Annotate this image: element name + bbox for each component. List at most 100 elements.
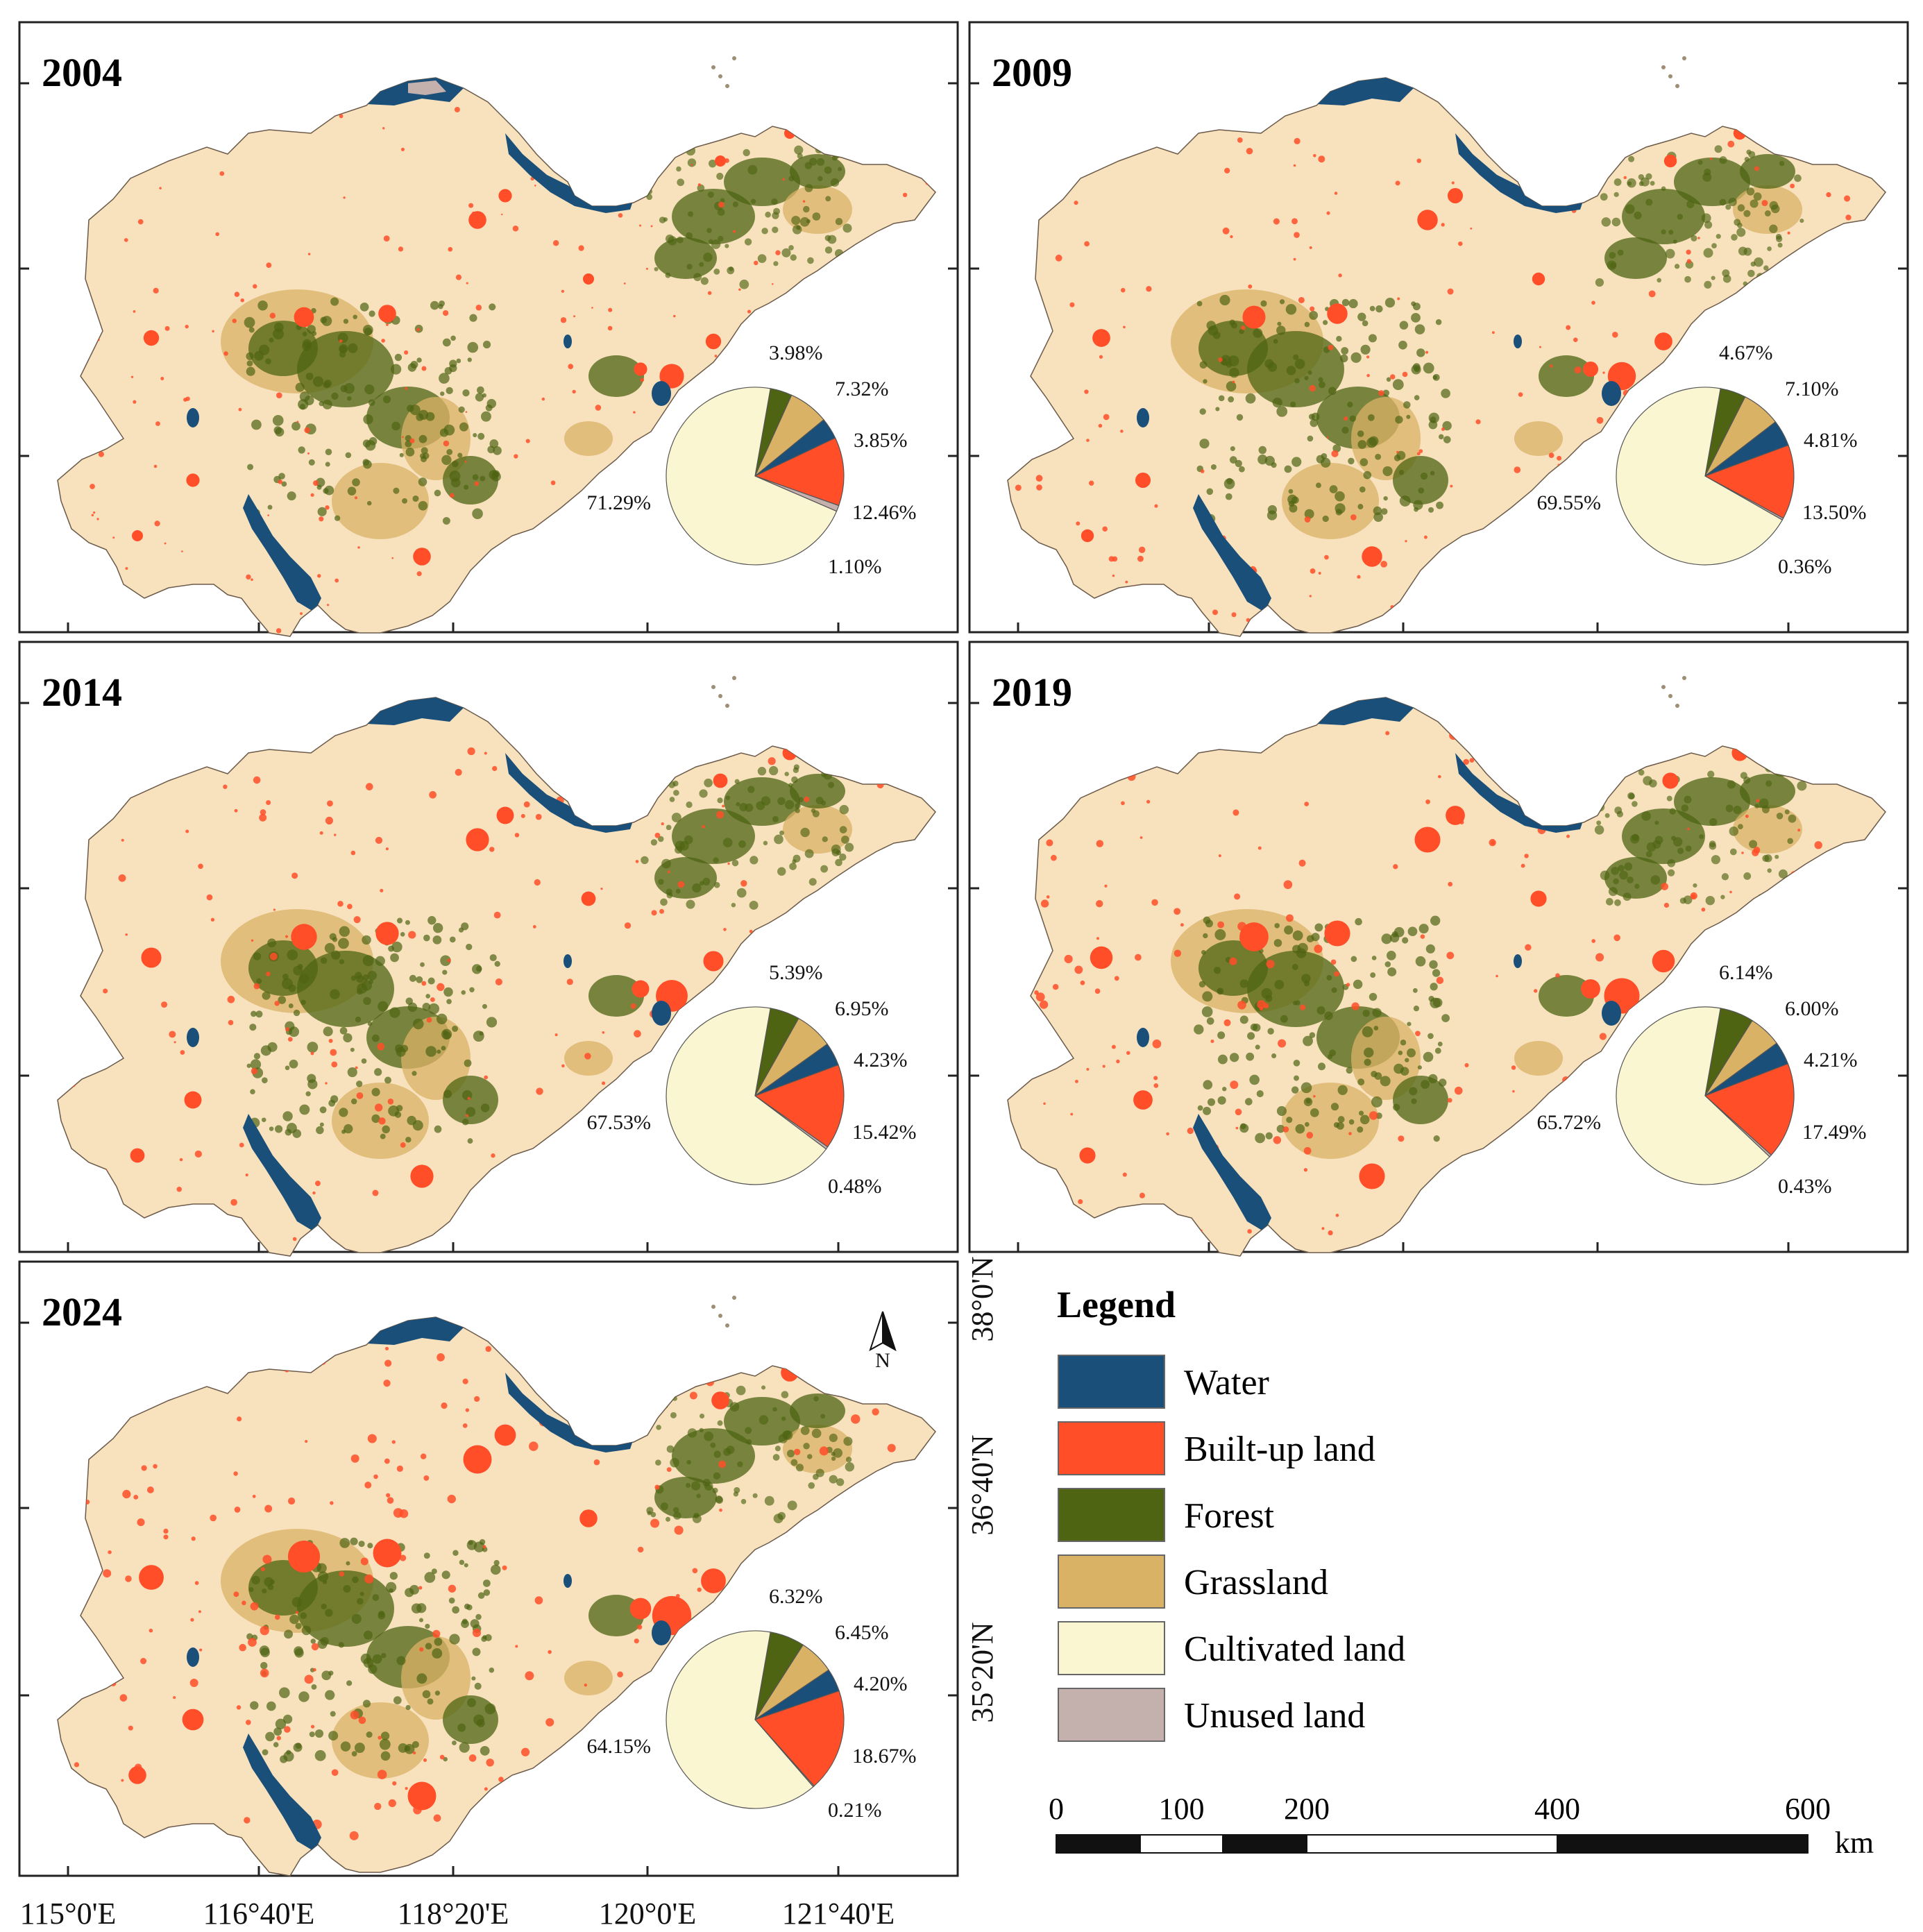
forest-speck — [308, 459, 315, 466]
built-up-speck — [650, 225, 653, 228]
forest-speck — [283, 1714, 293, 1724]
forest-speck — [1357, 1126, 1364, 1133]
forest-speck — [399, 452, 404, 457]
forest-speck — [409, 974, 417, 982]
built-up-speck — [1286, 914, 1294, 922]
built-up-speck — [1104, 884, 1108, 888]
forest-speck — [1368, 334, 1377, 343]
forest-speck — [838, 167, 842, 171]
forest-speck — [1432, 375, 1437, 380]
forest-speck — [357, 983, 368, 994]
built-up-speck — [689, 1391, 697, 1400]
built-up-speck — [768, 757, 776, 765]
forest-speck — [1704, 221, 1713, 229]
forest-speck — [1425, 944, 1435, 954]
forest-speck — [489, 303, 496, 311]
built-up-speck — [1451, 181, 1455, 185]
built-up-speck — [296, 421, 299, 423]
forest-speck — [1350, 956, 1357, 963]
forest-speck — [339, 346, 347, 353]
vegetation-patch — [1514, 421, 1563, 456]
built-up-speck — [331, 1061, 338, 1068]
forest-speck — [464, 1563, 468, 1568]
built-up-speck — [358, 1716, 366, 1725]
north-label: N — [875, 1349, 890, 1372]
vegetation-patch — [588, 975, 644, 1017]
built-up-speck — [1458, 241, 1463, 246]
built-up-speck — [1146, 286, 1152, 292]
forest-speck — [1709, 817, 1718, 827]
vegetation-patch — [783, 185, 852, 234]
forest-speck — [259, 1645, 270, 1656]
forest-speck — [1295, 1124, 1305, 1134]
forest-speck — [1711, 855, 1720, 865]
forest-speck — [285, 1065, 290, 1071]
forest-speck — [368, 399, 375, 406]
forest-speck — [479, 1539, 486, 1545]
forest-speck — [489, 1667, 495, 1673]
built-up-speck — [464, 460, 467, 463]
forest-speck — [747, 164, 758, 175]
forest-speck — [1272, 397, 1282, 408]
forest-speck — [818, 176, 823, 182]
built-up-speck — [514, 833, 520, 838]
forest-speck — [1255, 1133, 1265, 1144]
built-up-speck — [185, 829, 189, 833]
built-up-speck — [384, 1346, 389, 1350]
built-up-speck — [520, 1747, 530, 1756]
forest-speck — [293, 1743, 303, 1752]
forest-speck — [289, 1059, 298, 1069]
scale-bar-segment — [1139, 1834, 1224, 1854]
forest-speck — [347, 486, 357, 495]
forest-speck — [428, 1003, 440, 1015]
forest-speck — [813, 1396, 819, 1402]
vegetation-patch — [401, 1017, 471, 1100]
built-up-speck — [274, 1001, 280, 1006]
forest-speck — [1418, 924, 1429, 934]
forest-speck — [1217, 988, 1224, 995]
built-up-speck — [383, 235, 390, 242]
forest-speck — [477, 386, 484, 394]
forest-speck — [319, 400, 324, 407]
forest-speck — [1341, 347, 1349, 355]
forest-speck — [1393, 926, 1405, 938]
built-up-speck — [651, 910, 657, 916]
city-patch — [1447, 187, 1464, 204]
built-up-speck — [1282, 1126, 1289, 1133]
panel-year-label: 2019 — [992, 670, 1072, 715]
built-up-speck — [364, 1574, 374, 1584]
pie-label-forest: 5.39% — [769, 961, 823, 984]
forest-speck — [343, 319, 349, 324]
forest-speck — [1623, 892, 1632, 901]
forest-speck — [829, 1433, 838, 1443]
forest-speck — [288, 1003, 294, 1008]
built-up-speck — [1235, 1108, 1242, 1116]
city-patch — [1414, 827, 1441, 853]
nansi-lake — [1193, 1114, 1271, 1232]
forest-speck — [449, 359, 457, 368]
built-up-speck — [1324, 554, 1329, 560]
built-up-speck — [1661, 883, 1668, 890]
built-up-speck — [1797, 829, 1801, 832]
forest-speck — [706, 228, 712, 233]
vegetation-patch — [654, 857, 717, 899]
built-up-speck — [1573, 337, 1578, 342]
forest-speck — [812, 212, 821, 221]
forest-speck — [262, 1077, 268, 1084]
forest-speck — [1693, 883, 1697, 888]
built-up-speck — [387, 1099, 394, 1105]
forest-speck — [1775, 235, 1783, 242]
forest-speck — [822, 836, 828, 842]
forest-speck — [461, 1118, 469, 1126]
forest-speck — [687, 1428, 697, 1438]
forest-speck — [281, 481, 287, 487]
built-up-speck — [1369, 1111, 1378, 1120]
forest-speck — [781, 248, 791, 257]
forest-speck — [475, 1613, 482, 1620]
forest-speck — [1349, 415, 1356, 422]
forest-speck — [1213, 967, 1221, 974]
forest-speck — [1371, 1071, 1378, 1078]
forest-speck — [692, 883, 702, 893]
forest-speck — [246, 352, 254, 360]
forest-speck — [660, 1502, 668, 1511]
